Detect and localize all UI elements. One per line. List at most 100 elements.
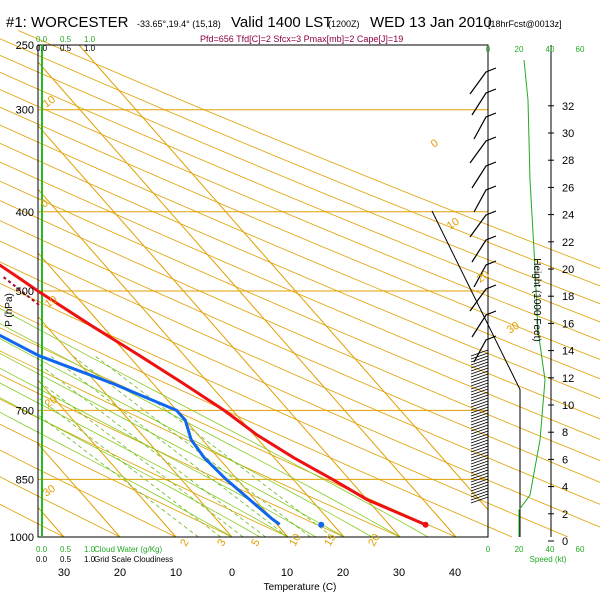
adiabat-label: 10 <box>43 294 60 311</box>
temperature-tick: 20 <box>114 567 126 579</box>
parcel-trace-line <box>2 275 40 306</box>
forecast-run: [18hrFcst@0013z] <box>488 19 562 29</box>
wind-barb-hatch <box>470 373 489 381</box>
speed-tick-top: 40 <box>546 45 555 54</box>
wind-speed-profile <box>518 59 546 537</box>
wind-barb <box>473 112 497 140</box>
height-tick-label: 0 <box>562 536 568 548</box>
wind-barb-hatch <box>470 394 489 402</box>
moist-adiabat-line <box>0 411 233 538</box>
cloud-scale-bottom-green: 0.5 <box>60 545 72 554</box>
wind-barb-hatch <box>470 352 489 360</box>
dry-adiabat-line <box>0 200 600 462</box>
zulu-time: (1200Z) <box>328 19 360 29</box>
dry-adiabat-line <box>0 89 600 342</box>
moist-adiabat-line <box>0 382 289 538</box>
dry-adiabat-line <box>0 304 513 538</box>
wind-barb-hatch <box>470 454 489 462</box>
speed-tick-bottom: 0 <box>486 545 491 554</box>
mixing-ratio-line <box>37 414 199 538</box>
wind-barb <box>471 310 497 338</box>
wind-barb-hatch <box>470 490 489 498</box>
height-tick-label: 18 <box>562 291 574 303</box>
cloud-scale-top-black: 0.0 <box>36 44 48 53</box>
height-tick-label: 26 <box>562 182 574 194</box>
cloud-scale-top-black: 1.0 <box>84 44 96 53</box>
height-axis-label: Height (1000 Feet) <box>531 258 542 341</box>
wind-barb-hatch <box>470 427 489 435</box>
mixing-ratio-label: 2 <box>178 537 191 548</box>
wind-barb-hatch <box>470 472 489 480</box>
pressure-tick: 250 <box>16 40 34 52</box>
wind-barb-hatch <box>470 436 489 444</box>
wind-barb-hatch <box>470 424 489 432</box>
cloud-scale-bottom-green: 1.0 <box>84 545 96 554</box>
wind-barb-hatch <box>470 418 489 426</box>
isotherm-line <box>37 61 457 538</box>
wind-barb-hatch <box>470 406 489 414</box>
wind-barb-hatch <box>470 370 489 378</box>
wind-barb <box>473 335 497 363</box>
height-tick-label: 30 <box>562 128 574 140</box>
dry-adiabat-line <box>0 38 600 287</box>
wind-barb-hatch <box>470 478 489 486</box>
wind-barb-hatch <box>470 481 489 489</box>
temperature-tick: 30 <box>393 567 405 579</box>
y-axis-label: P (hPa) <box>4 293 15 327</box>
cloud-scale-bottom-black: 0.5 <box>60 555 72 564</box>
moist-adiabat-line <box>0 353 345 538</box>
dry-adiabat-line <box>0 282 569 538</box>
wind-barb-hatch <box>470 493 489 501</box>
wind-barb-hatch <box>470 433 489 441</box>
wind-barb-hatch <box>470 379 489 387</box>
pressure-tick: 850 <box>16 474 34 486</box>
temperature-tick: 10 <box>281 567 293 579</box>
wind-barb-hatch <box>470 430 489 438</box>
pressure-tick: 500 <box>16 286 34 298</box>
mixing-ratio-label: 20 <box>366 532 383 549</box>
wind-barb-hatch <box>470 382 489 390</box>
height-tick-label: 32 <box>562 101 574 113</box>
wind-barb <box>469 136 497 164</box>
cloud-scale-bottom-black: 1.0 <box>84 555 96 564</box>
speed-tick-bottom: 40 <box>546 545 555 554</box>
height-tick-label: 8 <box>562 427 568 439</box>
dry-adiabat-line <box>0 71 600 323</box>
speed-tick-bottom: 60 <box>576 545 585 554</box>
dry-adiabat-line <box>0 398 289 538</box>
wind-barb-hatch <box>470 442 489 450</box>
isotherm-line <box>37 316 233 538</box>
dry-adiabat-line <box>0 124 600 380</box>
wind-barb-hatch <box>470 409 489 417</box>
isotherm-line <box>37 188 345 538</box>
wind-barb-hatch <box>470 421 489 429</box>
wind-barb-hatch <box>470 400 489 408</box>
moist-adiabat-line <box>0 338 373 538</box>
pressure-tick: 400 <box>16 207 34 219</box>
pressure-tick: 700 <box>16 405 34 417</box>
temperature-tick: 40 <box>449 567 461 579</box>
temperature-tick: 10 <box>170 567 182 579</box>
cloud-scale-bottom-green: 0.0 <box>36 545 48 554</box>
wind-barb-hatch <box>470 451 489 459</box>
speed-axis-label: Speed (kt) <box>530 555 567 564</box>
temperature-tick: 0 <box>229 567 235 579</box>
wind-barb-hatch <box>470 403 489 411</box>
height-tick-label: 24 <box>562 210 574 222</box>
mixing-ratio-line <box>94 355 334 538</box>
speed-tick-top: 0 <box>486 45 491 54</box>
dry-adiabat-line <box>0 476 121 538</box>
mixing-ratio-line <box>37 397 222 538</box>
mixing-ratio-line <box>37 363 266 538</box>
wind-barb-hatch <box>470 445 489 453</box>
wind-barb-hatch <box>470 376 489 384</box>
sounding-profiles <box>0 263 429 528</box>
adiabat-label: 10 <box>445 216 462 233</box>
wind-barb-hatch <box>470 460 489 468</box>
cloud-scale-top-black: 0.5 <box>60 44 72 53</box>
indices-line: Pfd=656 Tfd[C]=2 Sfcx=3 Pmax[mb]=2 Cape[… <box>200 34 403 44</box>
wind-panel-boundary <box>431 210 521 537</box>
dry-adiabat-line <box>0 106 600 360</box>
